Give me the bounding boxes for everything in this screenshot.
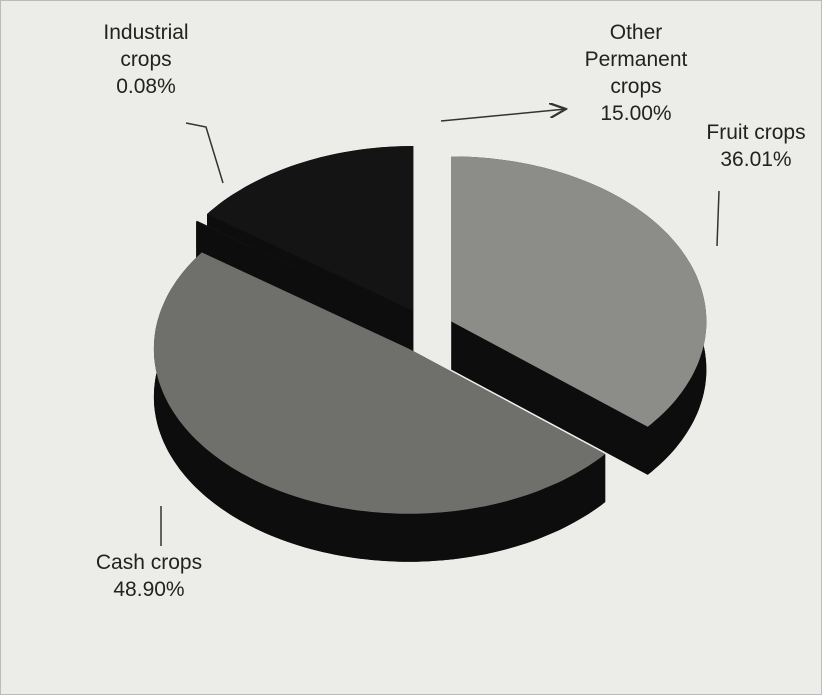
slice-label: Other Permanent crops 15.00%: [561, 19, 711, 127]
slices: [153, 146, 707, 562]
category-label: Industrial crops: [103, 21, 189, 71]
slice-top: [451, 156, 707, 427]
slice-label: Industrial crops 0.08%: [81, 19, 211, 100]
pie-slice: [153, 252, 606, 562]
value-label: 0.08%: [116, 75, 176, 98]
slice-top: [153, 252, 606, 514]
leader-line: [716, 190, 720, 247]
category-label: Fruit crops: [706, 121, 806, 144]
category-label: Other Permanent crops: [584, 21, 688, 98]
slice-top: [196, 220, 404, 318]
slice-label: Cash crops 48.90%: [69, 549, 229, 603]
value-label: 15.00%: [600, 102, 672, 125]
slice-side: [451, 321, 648, 475]
leader-line: [185, 122, 224, 184]
leader-arrow: [440, 109, 566, 122]
slice-label: Fruit crops 36.01%: [681, 119, 821, 173]
value-label: 36.01%: [720, 148, 792, 171]
pie-slice: [451, 156, 707, 475]
slice-top: [207, 146, 414, 311]
value-label: 48.90%: [113, 578, 185, 601]
category-label: Cash crops: [95, 551, 203, 574]
